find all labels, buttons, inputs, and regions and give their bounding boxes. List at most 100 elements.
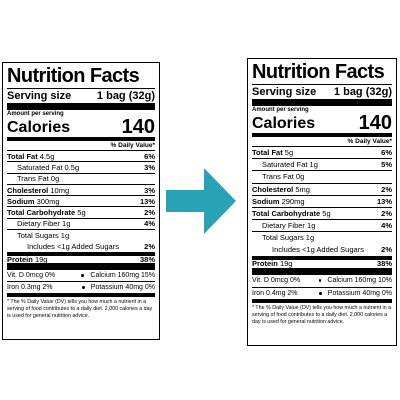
nutrient-amount: 5mg <box>295 184 310 194</box>
nutrient-name: Protein <box>252 259 278 269</box>
nutrient-row: Cholesterol 5mg 2% <box>252 182 392 195</box>
nutrient-amount: 300mg <box>36 196 60 206</box>
daily-value: 2% <box>381 184 392 194</box>
serving-size-label: Serving size <box>7 90 72 102</box>
rule <box>252 84 392 85</box>
micronutrient-row: Vit. D 0mcg 0% Calcium 160mg 15% <box>7 270 155 281</box>
micronutrient-row: Iron 0.4mg 2% Potassium 40mg 0% <box>252 287 392 299</box>
nutrient-name: Total Carbohydrate <box>252 209 321 219</box>
nutrient-name: Total Sugars <box>262 233 304 243</box>
nutrient-name: Cholesterol <box>7 185 49 195</box>
nutrient-row: Trans Fat 0g <box>7 172 155 184</box>
thick-bar <box>252 267 392 275</box>
nutrient-amount: 1g <box>60 230 70 240</box>
nutrient: Cholesterol 10mg <box>7 186 69 195</box>
daily-value: 13% <box>139 196 155 206</box>
micronutrient: Iron 0.4mg 2% <box>252 290 298 298</box>
daily-value: 2% <box>144 208 155 218</box>
nutrient: Dietary Fiber 1g <box>7 219 70 228</box>
daily-value: 2% <box>381 209 392 219</box>
calories-label: Calories <box>7 118 71 136</box>
nutrient: Saturated Fat 0.5g <box>7 163 79 172</box>
nutrient: Protein 19g <box>252 259 292 268</box>
nutrient-amount: 0g <box>50 174 60 184</box>
bullet <box>318 279 322 283</box>
daily-value: 3% <box>144 185 155 195</box>
nutrient-amount: 1g <box>309 160 318 170</box>
nutrient-amount: 290mg <box>281 196 305 206</box>
medium-bar <box>7 137 155 141</box>
medium-bar <box>252 299 392 304</box>
nutrient: Protein 19g <box>7 255 47 264</box>
nutrient-amount: 0g <box>295 172 305 182</box>
nutrient: Includes <1g Added Sugars <box>7 242 119 251</box>
nutrient-row: Protein 19g 38% <box>7 251 155 264</box>
nutrient-name: Includes <1g Added Sugars <box>272 245 364 255</box>
daily-value-header: % Daily Value* <box>347 138 392 145</box>
thick-bar <box>7 103 155 110</box>
micronutrient: Iron 0.3mg 2% <box>7 283 53 291</box>
nutrient: Trans Fat 0g <box>7 174 59 183</box>
nutrient-row: Total Carbohydrate 5g 2% <box>7 206 155 217</box>
daily-value: 2% <box>144 241 155 251</box>
title: Nutrition Facts <box>252 61 385 83</box>
nutrient: Sodium 300mg <box>7 197 60 206</box>
nutrient-name: Sodium <box>7 196 35 206</box>
serving-row: Serving size 1 bag (32g) <box>7 89 155 103</box>
nutrient: Saturated Fat 1g <box>252 160 318 169</box>
bullet <box>81 285 85 289</box>
nutrient-name: Trans Fat <box>262 172 294 182</box>
nutrient-name: Includes <1g Added Sugars <box>27 241 119 251</box>
nutrient-amount: 1g <box>305 233 315 243</box>
nutrient-name: Saturated Fat <box>262 160 308 170</box>
serving-size: 1 bag (32g) <box>96 90 155 102</box>
daily-value: 4% <box>381 221 392 231</box>
rule <box>7 88 155 89</box>
nutrient-row: Dietary Fiber 1g 4% <box>7 217 155 229</box>
nutrient-name: Total Sugars <box>17 230 59 240</box>
nutrient: Trans Fat 0g <box>252 172 304 181</box>
footnote: * The % Daily Value (DV) tells you how m… <box>252 305 392 326</box>
nutrient-amount: 0.5g <box>64 162 80 172</box>
calories-label: Calories <box>252 114 316 132</box>
nutrient-row: Cholesterol 10mg 3% <box>7 183 155 195</box>
nutrient: Total Sugars 1g <box>7 231 69 240</box>
nutrient-name: Total Fat <box>7 151 38 161</box>
calories-value: 140 <box>358 112 392 134</box>
nutrient-amount: 19g <box>34 254 48 264</box>
nutrient-name: Protein <box>7 254 33 264</box>
nutrient-row: Total Sugars 1g <box>252 231 392 243</box>
nutrient-row: Saturated Fat 0.5g 3% <box>7 161 155 172</box>
nutrient: Cholesterol 5mg <box>252 185 310 194</box>
bullet <box>81 274 85 278</box>
daily-value: 6% <box>381 148 392 158</box>
nutrient-amount: 10mg <box>50 185 70 195</box>
nutrient-name: Cholesterol <box>252 184 294 194</box>
nutrient-row: Includes <1g Added Sugars 2% <box>252 244 392 256</box>
nutrient-name: Trans Fat <box>17 174 49 184</box>
nutrient-name: Total Carbohydrate <box>7 208 76 218</box>
calories-row: Calories 140 <box>252 112 392 134</box>
medium-bar <box>252 133 392 137</box>
nutrient: Total Carbohydrate 5g <box>252 209 331 218</box>
nutrient-row: Total Fat 4.5g 6% <box>7 150 155 161</box>
micronutrient: Potassium 40mg 0% <box>327 290 392 298</box>
nutrient: Total Fat 4.5g <box>7 152 54 161</box>
nutrient-name: Dietary Fiber <box>262 221 305 231</box>
serving-row: Serving size 1 bag (32g) <box>252 85 392 99</box>
nutrient-name: Dietary Fiber <box>17 219 60 229</box>
daily-value: 38% <box>376 259 392 269</box>
nutrient-row: Total Fat 5g 6% <box>252 146 392 158</box>
nutrient-row: Trans Fat 0g <box>252 170 392 182</box>
nutrient-row: Includes <1g Added Sugars 2% <box>7 240 155 251</box>
serving-size: 1 bag (32g) <box>333 86 392 98</box>
daily-value: 6% <box>144 151 155 161</box>
thick-bar <box>252 99 392 106</box>
calories-value: 140 <box>121 116 155 138</box>
daily-value-header: % Daily Value* <box>110 142 155 149</box>
nutrient-amount: 5g <box>322 209 331 219</box>
micronutrient: Potassium 40mg 0% <box>90 283 155 291</box>
daily-value: 38% <box>139 254 155 264</box>
daily-value: 3% <box>144 162 155 172</box>
